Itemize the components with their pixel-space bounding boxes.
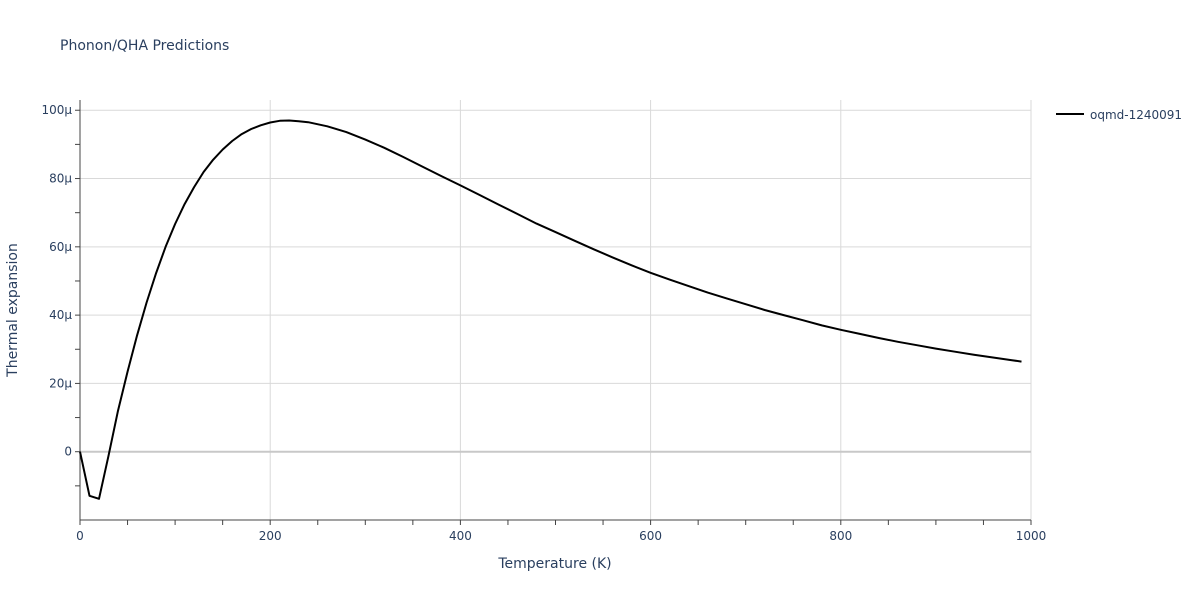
- y-tick-label: 60μ: [49, 240, 72, 254]
- y-tick-label: 0: [64, 445, 72, 459]
- x-tick-label: 200: [259, 529, 282, 543]
- series: [79, 119, 1022, 500]
- x-tick-label: 1000: [1016, 529, 1047, 543]
- y-tick-label: 20μ: [49, 376, 72, 390]
- x-tick-label: 600: [639, 529, 662, 543]
- chart-title: Phonon/QHA Predictions: [60, 38, 229, 54]
- x-tick-label: 0: [76, 529, 84, 543]
- x-axis-title: Temperature (K): [497, 556, 611, 572]
- x-tick-label: 800: [829, 529, 852, 543]
- x-tick-label: 400: [449, 529, 472, 543]
- legend-label: oqmd-1240091: [1090, 108, 1182, 122]
- y-tick-label: 100μ: [41, 103, 72, 117]
- y-axis-title: Thermal expansion: [5, 243, 21, 378]
- y-tick-label: 80μ: [49, 172, 72, 186]
- axes: 0 200 400 600 800 1000 0 20μ 40μ 60μ 80μ 100μ: [41, 100, 1046, 543]
- y-tick-label: 40μ: [49, 308, 72, 322]
- legend[interactable]: oqmd-1240091: [1056, 108, 1182, 122]
- grid: [80, 100, 1032, 520]
- series-line[interactable]: [79, 119, 1022, 500]
